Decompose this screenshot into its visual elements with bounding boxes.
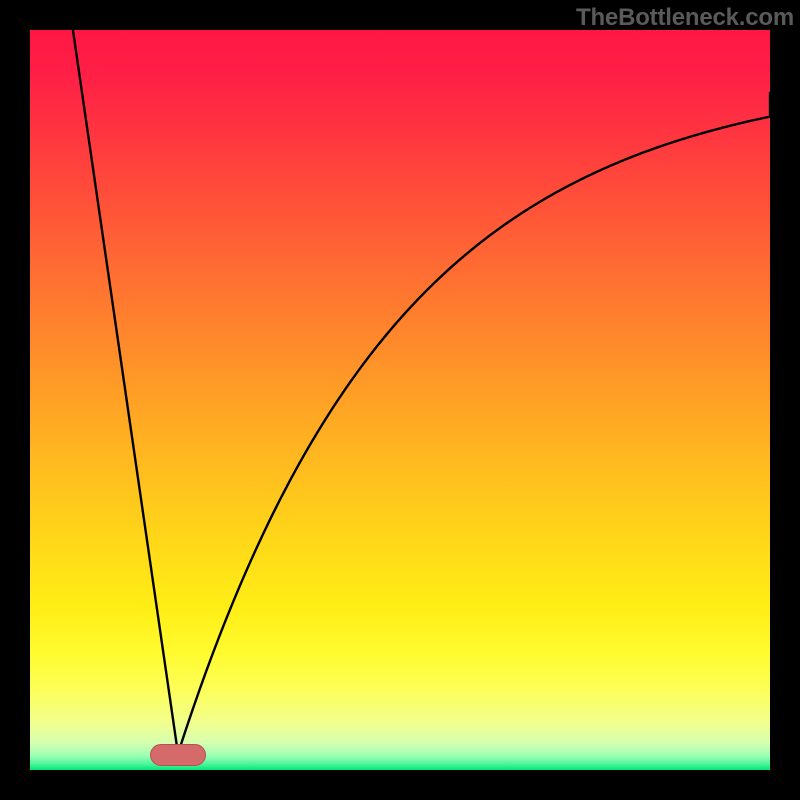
watermark-text: TheBottleneck.com [576, 4, 794, 32]
plot-area [30, 30, 770, 770]
chart-frame: TheBottleneck.com [0, 0, 800, 800]
bottleneck-curve [30, 30, 770, 770]
optimal-point-marker [150, 744, 206, 766]
